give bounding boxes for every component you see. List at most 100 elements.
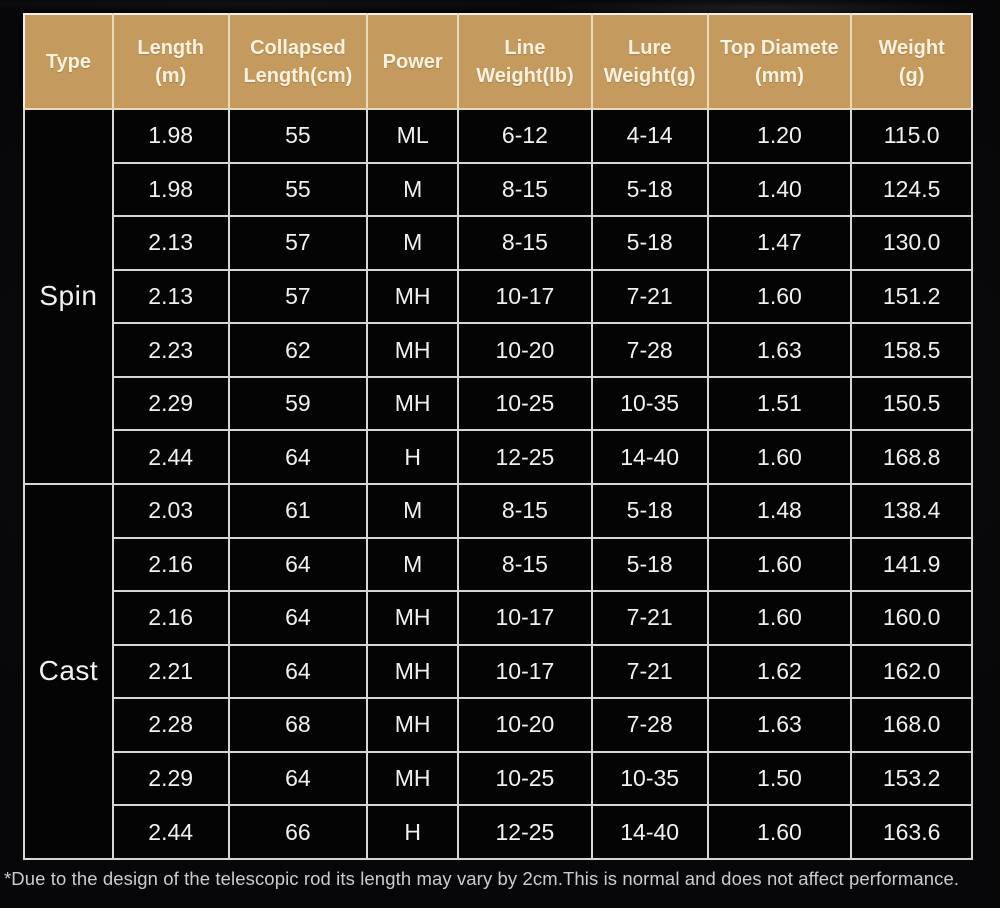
cell-lure-weight: 10-35	[590, 750, 709, 807]
cell-power: MH	[366, 268, 460, 325]
cell-weight: 115.0	[850, 108, 973, 164]
cell-line-weight: 8-15	[457, 161, 593, 218]
table-row: 2.44 66 H 12-25 14-40 1.60 163.6	[24, 804, 973, 860]
cell-power: MH	[366, 643, 460, 700]
cell-collapsed-length: 64	[227, 750, 369, 807]
cell-collapsed-length: 59	[227, 375, 369, 432]
cell-line-weight: 10-17	[457, 268, 593, 325]
cell-collapsed-length: 64	[227, 643, 369, 700]
table-row: 2.23 62 MH 10-20 7-28 1.63 158.5	[24, 322, 973, 378]
cell-lure-weight: 5-18	[590, 161, 709, 218]
cell-weight: 168.8	[850, 429, 973, 485]
cell-lure-weight: 4-14	[590, 108, 709, 164]
cell-line-weight: 8-15	[457, 482, 593, 539]
cell-top-diameter: 1.60	[706, 268, 853, 325]
cell-power: M	[366, 161, 460, 218]
table-row: 2.21 64 MH 10-17 7-21 1.62 162.0	[24, 643, 973, 700]
cell-power: MH	[366, 590, 460, 646]
cell-collapsed-length: 68	[227, 697, 369, 753]
cell-length: 2.44	[111, 804, 230, 860]
cell-power: M	[366, 215, 460, 271]
cell-length: 2.13	[111, 215, 230, 271]
cell-length: 2.23	[111, 322, 230, 378]
cell-length: 2.16	[111, 536, 230, 593]
cell-lure-weight: 7-21	[590, 268, 709, 325]
cell-line-weight: 6-12	[457, 108, 593, 164]
cell-collapsed-length: 64	[227, 590, 369, 646]
cell-weight: 151.2	[850, 268, 973, 325]
cell-collapsed-length: 61	[227, 482, 369, 539]
column-header-type: Type	[23, 13, 114, 110]
table-body: Spin 1.98 55 ML 6-12 4-14 1.20 115.0 1.98 55 M 8-15…	[23, 108, 973, 861]
cell-length: 2.03	[111, 482, 230, 539]
cell-weight: 130.0	[850, 215, 973, 271]
cell-top-diameter: 1.47	[706, 215, 853, 271]
cell-collapsed-length: 64	[227, 429, 369, 485]
column-header-top-diameter: Top Diamete (mm)	[706, 13, 853, 110]
cell-line-weight: 10-25	[457, 750, 593, 807]
cell-line-weight: 8-15	[457, 215, 593, 271]
cell-weight: 153.2	[850, 750, 973, 807]
column-header-power: Power	[366, 13, 460, 110]
cell-weight: 150.5	[850, 375, 973, 432]
table-row: 2.16 64 MH 10-17 7-21 1.60 160.0	[24, 590, 973, 646]
table-row: 2.13 57 M 8-15 5-18 1.47 130.0	[24, 215, 973, 271]
column-header-collapsed-length: Collapsed Length(cm)	[227, 13, 369, 110]
cell-length: 2.28	[111, 697, 230, 753]
cell-lure-weight: 5-18	[590, 536, 709, 593]
table-header: Type Length (m) Collapsed Length(cm) Power L…	[23, 13, 973, 110]
cell-top-diameter: 1.60	[706, 804, 853, 860]
table-row: Cast 2.03 61 M 8-15 5-18 1.48 138.4	[23, 482, 973, 861]
cell-lure-weight: 7-21	[590, 643, 709, 700]
cell-lure-weight: 14-40	[590, 429, 709, 485]
cell-top-diameter: 1.60	[706, 590, 853, 646]
cell-power: M	[366, 482, 460, 539]
cell-length: 2.44	[111, 429, 230, 485]
table-row: 2.29 59 MH 10-25 10-35 1.51 150.5	[24, 375, 973, 432]
cell-top-diameter: 1.63	[706, 322, 853, 378]
cell-weight: 160.0	[850, 590, 973, 646]
header-row: Type Length (m) Collapsed Length(cm) Power L…	[23, 13, 973, 110]
cell-lure-weight: 5-18	[590, 215, 709, 271]
cell-lure-weight: 7-28	[590, 697, 709, 753]
column-header-line-weight: Line Weight(lb)	[457, 13, 593, 110]
cell-line-weight: 12-25	[457, 804, 593, 860]
cell-weight: 168.0	[850, 697, 973, 753]
table-row: 2.13 57 MH 10-17 7-21 1.60 151.2	[24, 268, 973, 325]
cell-lure-weight: 14-40	[590, 804, 709, 860]
cell-lure-weight: 5-18	[590, 482, 709, 539]
table-row: 1.98 55 M 8-15 5-18 1.40 124.5	[24, 161, 973, 218]
cell-power: H	[366, 804, 460, 860]
cell-top-diameter: 1.62	[706, 643, 853, 700]
cell-top-diameter: 1.60	[706, 536, 853, 593]
cell-line-weight: 10-25	[457, 375, 593, 432]
cell-length: 2.21	[111, 643, 230, 700]
cell-collapsed-length: 57	[227, 268, 369, 325]
table-row: 2.29 64 MH 10-25 10-35 1.50 153.2	[24, 750, 973, 807]
cell-top-diameter: 1.51	[706, 375, 853, 432]
table-row: 2.16 64 M 8-15 5-18 1.60 141.9	[24, 536, 973, 593]
cell-top-diameter: 1.50	[706, 750, 853, 807]
rod-spec-table: Type Length (m) Collapsed Length(cm) Power L…	[23, 13, 973, 861]
cell-length: 2.29	[111, 375, 230, 432]
cell-lure-weight: 10-35	[590, 375, 709, 432]
cell-power: MH	[366, 750, 460, 807]
footnote-text: *Due to the design of the telescopic rod…	[4, 868, 960, 889]
cell-top-diameter: 1.63	[706, 697, 853, 753]
column-header-length: Length (m)	[111, 13, 230, 110]
cell-collapsed-length: 62	[227, 322, 369, 378]
cell-length: 2.29	[111, 750, 230, 807]
cell-line-weight: 10-17	[457, 590, 593, 646]
cell-lure-weight: 7-21	[590, 590, 709, 646]
cell-line-weight: 8-15	[457, 536, 593, 593]
cell-top-diameter: 1.48	[706, 482, 853, 539]
cell-weight: 124.5	[850, 161, 973, 218]
cell-top-diameter: 1.60	[706, 429, 853, 485]
cell-power: MH	[366, 375, 460, 432]
cell-length: 2.16	[111, 590, 230, 646]
type-group-label-cast: Cast	[23, 482, 114, 861]
cell-top-diameter: 1.40	[706, 161, 853, 218]
cell-length: 1.98	[111, 108, 230, 164]
cell-weight: 163.6	[850, 804, 973, 860]
